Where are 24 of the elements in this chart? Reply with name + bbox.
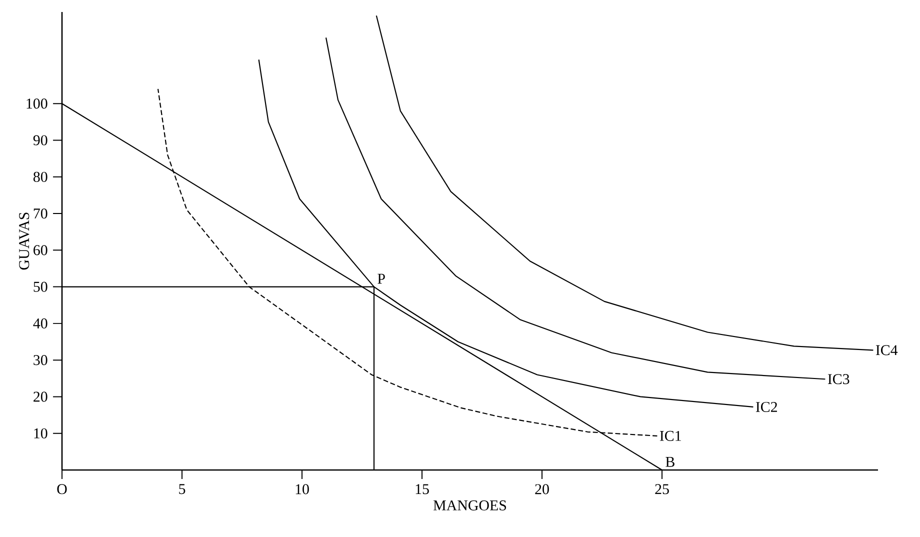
series-label: IC2 — [756, 402, 777, 412]
y-tick-label: 30 — [34, 355, 48, 366]
y-tick-label: 70 — [34, 208, 48, 219]
y-tick-label: 10 — [34, 428, 48, 438]
series-label: IC3 — [828, 374, 850, 384]
y-tick-label: 90 — [33, 135, 48, 146]
x-tick-label: 10 — [296, 484, 309, 494]
x-tick-label: O — [57, 484, 67, 494]
y-tick-label: 20 — [34, 392, 48, 402]
x-tick-label: 20 — [535, 484, 549, 494]
series-label: IC4 — [876, 345, 898, 356]
x-axis-title: MANGOES — [433, 500, 506, 510]
x-tick-label: 5 — [179, 484, 186, 494]
annotation: P — [378, 274, 385, 284]
x-tick-label: 15 — [416, 484, 429, 494]
series-label: IC1 — [660, 430, 681, 441]
annotation: B — [666, 456, 674, 467]
y-tick-label: 100 — [26, 98, 48, 109]
x-tick-label: 25 — [655, 484, 669, 494]
y-tick-label: 50 — [34, 282, 48, 292]
y-axis-title: GUAVAS — [19, 212, 30, 270]
y-tick-label: 80 — [33, 172, 48, 182]
y-tick-label: 40 — [33, 318, 48, 328]
y-tick-label: 60 — [34, 245, 48, 256]
